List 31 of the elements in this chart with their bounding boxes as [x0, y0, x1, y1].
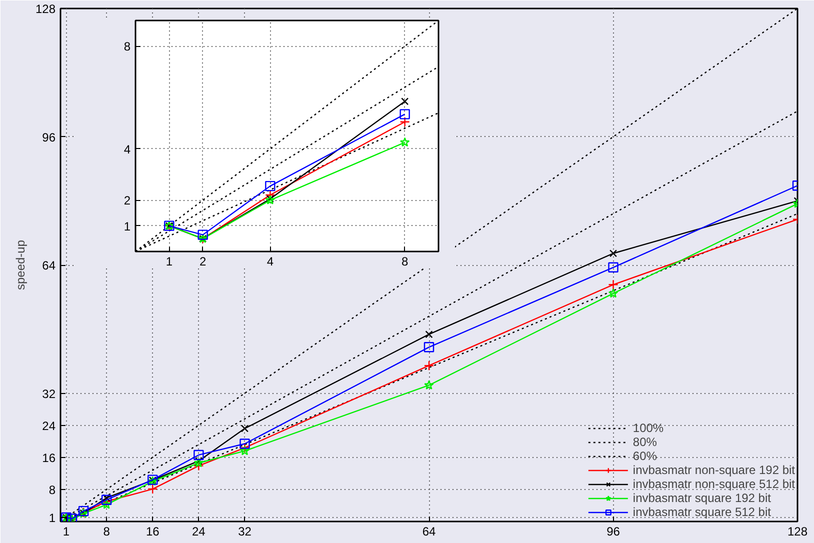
x-tick-label: 32	[238, 524, 252, 538]
y-tick-label: 128	[35, 2, 56, 16]
x-tick-label: 1	[62, 524, 70, 538]
y-tick-label: 4	[124, 142, 131, 156]
x-tick-label: 128	[787, 524, 808, 538]
x-tick-label: 8	[401, 254, 408, 268]
y-tick-label: 8	[48, 482, 56, 497]
legend-label: 100%	[632, 421, 664, 435]
x-tick-label: 1	[166, 254, 173, 268]
y-tick-label: 1	[48, 510, 56, 525]
x-tick-label: 96	[606, 524, 620, 538]
y-tick-label: 96	[42, 130, 56, 144]
y-axis-title: speed-up	[13, 240, 28, 290]
legend-label: invbasmatr square 512 bit	[632, 505, 771, 519]
y-tick-label: 32	[42, 386, 56, 401]
legend-label: invbasmatr square 192 bit	[632, 491, 771, 505]
x-tick-label: 16	[146, 524, 160, 538]
x-tick-label: 4	[266, 254, 274, 268]
x-tick-label: 8	[103, 524, 110, 538]
x-tick-label: 64	[422, 524, 436, 538]
legend-label: 60%	[632, 449, 657, 463]
y-tick-label: 2	[124, 194, 131, 208]
y-tick-label: 16	[42, 450, 56, 465]
y-tick-label: 8	[124, 40, 131, 54]
legend-label: invbasmatr non-square 512 bit	[632, 477, 795, 491]
legend-label: invbasmatr non-square 192 bit	[632, 463, 795, 477]
y-tick-label: 1	[124, 219, 131, 234]
x-tick-label: 2	[199, 254, 206, 268]
legend-label: 80%	[632, 435, 657, 449]
x-tick-label: 24	[192, 524, 206, 538]
y-tick-label: 24	[42, 418, 56, 433]
